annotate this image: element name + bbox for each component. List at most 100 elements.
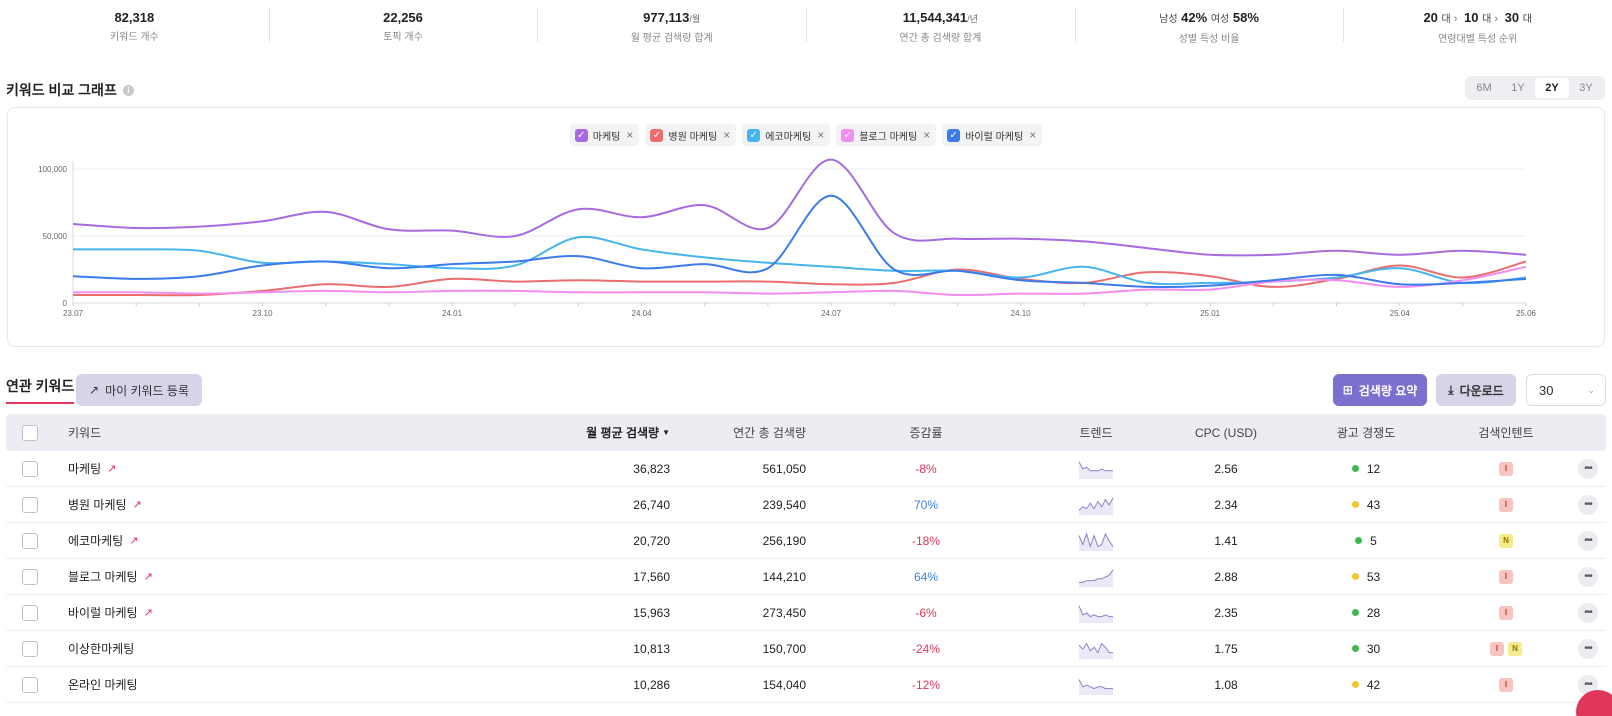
- table-row[interactable]: 바이럴 마케팅 ↗ 15,963 273,450 -6% 2.35 28 I •••: [6, 595, 1606, 631]
- competition-value: 28: [1366, 605, 1381, 620]
- legend-chip[interactable]: ✓ 바이럴 마케팅 ×: [942, 124, 1043, 146]
- legend-chip[interactable]: ✓ 병원 마케팅 ×: [645, 124, 737, 146]
- table-body: 마케팅 ↗ 36,823 561,050 -8% 2.56 12 I ••• 병원 마케팅 ↗ 26,…: [6, 451, 1606, 703]
- close-icon[interactable]: ×: [1029, 128, 1037, 142]
- keyword-link[interactable]: 블로그 마케팅: [68, 570, 138, 584]
- more-options-button[interactable]: •••: [1578, 602, 1598, 623]
- x-tick-label: 25.04: [1390, 309, 1411, 318]
- stat-label: 연령대별 특성 순위: [1438, 34, 1518, 45]
- stat-label: 키워드 개수: [109, 32, 159, 43]
- more-options-button[interactable]: •••: [1578, 458, 1598, 479]
- table-row[interactable]: 병원 마케팅 ↗ 26,740 239,540 70% 2.34 43 I •••: [6, 487, 1606, 523]
- grid-icon: ⊞: [1342, 383, 1353, 397]
- row-checkbox[interactable]: [22, 604, 38, 621]
- more-options-button[interactable]: •••: [1578, 494, 1598, 515]
- chevron-right-icon: ›: [1494, 13, 1499, 25]
- more-options-button[interactable]: •••: [1578, 530, 1598, 551]
- competition-value: 43: [1366, 497, 1381, 512]
- table-row[interactable]: 마케팅 ↗ 36,823 561,050 -8% 2.56 12 I •••: [6, 451, 1606, 487]
- competition-value: 30: [1366, 641, 1381, 656]
- more-options-button[interactable]: •••: [1578, 566, 1598, 587]
- legend-chip[interactable]: ✓ 에코마케팅 ×: [742, 124, 831, 146]
- monthly-volume: 17,560: [633, 569, 670, 584]
- range-tab-1y[interactable]: 1Y: [1511, 82, 1525, 94]
- range-tab-2y[interactable]: 2Y: [1535, 78, 1569, 98]
- info-icon[interactable]: i: [122, 84, 134, 96]
- intent-badge: I: [1499, 677, 1513, 692]
- competition-dot: [1355, 537, 1363, 544]
- change-rate: 64%: [913, 569, 939, 584]
- close-icon[interactable]: ×: [923, 128, 931, 142]
- page-size-select[interactable]: 30 ⌄: [1526, 374, 1606, 406]
- checkbox-checked-icon[interactable]: ✓: [650, 128, 664, 142]
- register-my-keyword-button[interactable]: ↗ 마이 키워드 등록: [76, 374, 203, 406]
- keyword-link[interactable]: 온라인 마케팅: [68, 678, 138, 692]
- col-keyword[interactable]: 키워드: [68, 426, 102, 440]
- page-size-value: 30: [1539, 382, 1554, 398]
- related-keywords-tab[interactable]: 연관 키워드: [6, 376, 75, 404]
- range-tab-3y[interactable]: 3Y: [1579, 82, 1593, 94]
- keyword-link[interactable]: 바이럴 마케팅: [68, 606, 138, 620]
- sparkline-line: [1078, 642, 1113, 654]
- trend-chart-icon[interactable]: ↗: [132, 499, 142, 511]
- search-volume-summary-button[interactable]: ⊞ 검색량 요약: [1333, 374, 1427, 406]
- cpc-value: 1.75: [1214, 641, 1238, 656]
- more-options-button[interactable]: •••: [1578, 674, 1598, 695]
- checkbox-checked-icon[interactable]: ✓: [947, 128, 961, 142]
- x-tick-label: 23.10: [253, 309, 274, 318]
- keyword-link[interactable]: 에코마케팅: [68, 534, 124, 548]
- checkbox-checked-icon[interactable]: ✓: [841, 128, 855, 142]
- select-all-checkbox[interactable]: [22, 424, 38, 441]
- table-row[interactable]: 온라인 마케팅 10,286 154,040 -12% 1.08 42 I •••: [6, 667, 1606, 703]
- table-row[interactable]: 에코마케팅 ↗ 20,720 256,190 -18% 1.41 5 N •••: [6, 523, 1606, 559]
- series-line[interactable]: [72, 158, 1527, 257]
- keyword-link[interactable]: 병원 마케팅: [68, 498, 127, 512]
- col-monthly[interactable]: 월 평균 검색량 ▼: [586, 414, 670, 451]
- row-checkbox[interactable]: [22, 676, 38, 693]
- col-yearly[interactable]: 연간 총 검색량: [733, 426, 806, 440]
- trend-arrow-icon: ↗: [89, 383, 100, 397]
- monthly-volume: 15,963: [633, 605, 670, 620]
- sparkline-area: [1079, 605, 1113, 623]
- table-row[interactable]: 이상한마케팅 10,813 150,700 -24% 1.75 30 I N •••: [6, 631, 1606, 667]
- row-checkbox[interactable]: [22, 460, 38, 477]
- chart-legend: ✓ 마케팅 × ✓ 병원 마케팅 × ✓ 에코마케팅 × ✓ 블로그 마케팅 × ✓ 바이럴 마케팅 ×: [0, 124, 1612, 146]
- sparkline-line: [1078, 531, 1114, 548]
- col-competition[interactable]: 광고 경쟁도: [1336, 426, 1396, 440]
- row-checkbox[interactable]: [22, 532, 38, 549]
- trend-chart-icon[interactable]: ↗: [143, 571, 153, 583]
- row-checkbox[interactable]: [22, 640, 38, 657]
- series-line[interactable]: [72, 265, 1527, 297]
- keyword-link[interactable]: 이상한마케팅: [68, 642, 135, 656]
- trend-chart-icon[interactable]: ↗: [129, 535, 139, 547]
- download-button[interactable]: ⤓ 다운로드: [1436, 374, 1516, 406]
- close-icon[interactable]: ×: [817, 128, 825, 142]
- download-icon: ⤓: [1448, 382, 1454, 397]
- col-rate[interactable]: 증감률: [909, 426, 943, 440]
- cpc-value: 2.35: [1214, 605, 1238, 620]
- trend-chart-icon[interactable]: ↗: [143, 607, 153, 619]
- col-cpc[interactable]: CPC (USD): [1195, 425, 1257, 440]
- close-icon[interactable]: ×: [626, 128, 634, 142]
- more-options-button[interactable]: •••: [1578, 638, 1598, 659]
- row-checkbox[interactable]: [22, 496, 38, 513]
- trend-sparkline: [1078, 531, 1114, 551]
- table-row[interactable]: 블로그 마케팅 ↗ 17,560 144,210 64% 2.88 53 I •••: [6, 559, 1606, 595]
- keyword-link[interactable]: 마케팅: [68, 462, 102, 476]
- close-icon[interactable]: ×: [723, 128, 731, 142]
- legend-chip[interactable]: ✓ 마케팅 ×: [569, 124, 640, 146]
- checkbox-checked-icon[interactable]: ✓: [574, 128, 588, 142]
- series-line[interactable]: [72, 260, 1527, 297]
- competition-value: 5: [1370, 533, 1377, 548]
- row-checkbox[interactable]: [22, 568, 38, 585]
- trend-chart-icon[interactable]: ↗: [107, 463, 117, 475]
- x-tick-label: 25.06: [1516, 309, 1537, 318]
- series-line[interactable]: [72, 194, 1527, 289]
- range-tab-6m[interactable]: 6M: [1476, 82, 1492, 94]
- yearly-volume: 154,040: [762, 677, 806, 692]
- stat-value: 977,113: [643, 10, 690, 25]
- stat-age-rank: 20 대 › 10 대 › 30 대 연령대별 특성 순위: [1343, 0, 1612, 50]
- legend-chip[interactable]: ✓ 블로그 마케팅 ×: [836, 124, 937, 146]
- checkbox-checked-icon[interactable]: ✓: [747, 128, 761, 142]
